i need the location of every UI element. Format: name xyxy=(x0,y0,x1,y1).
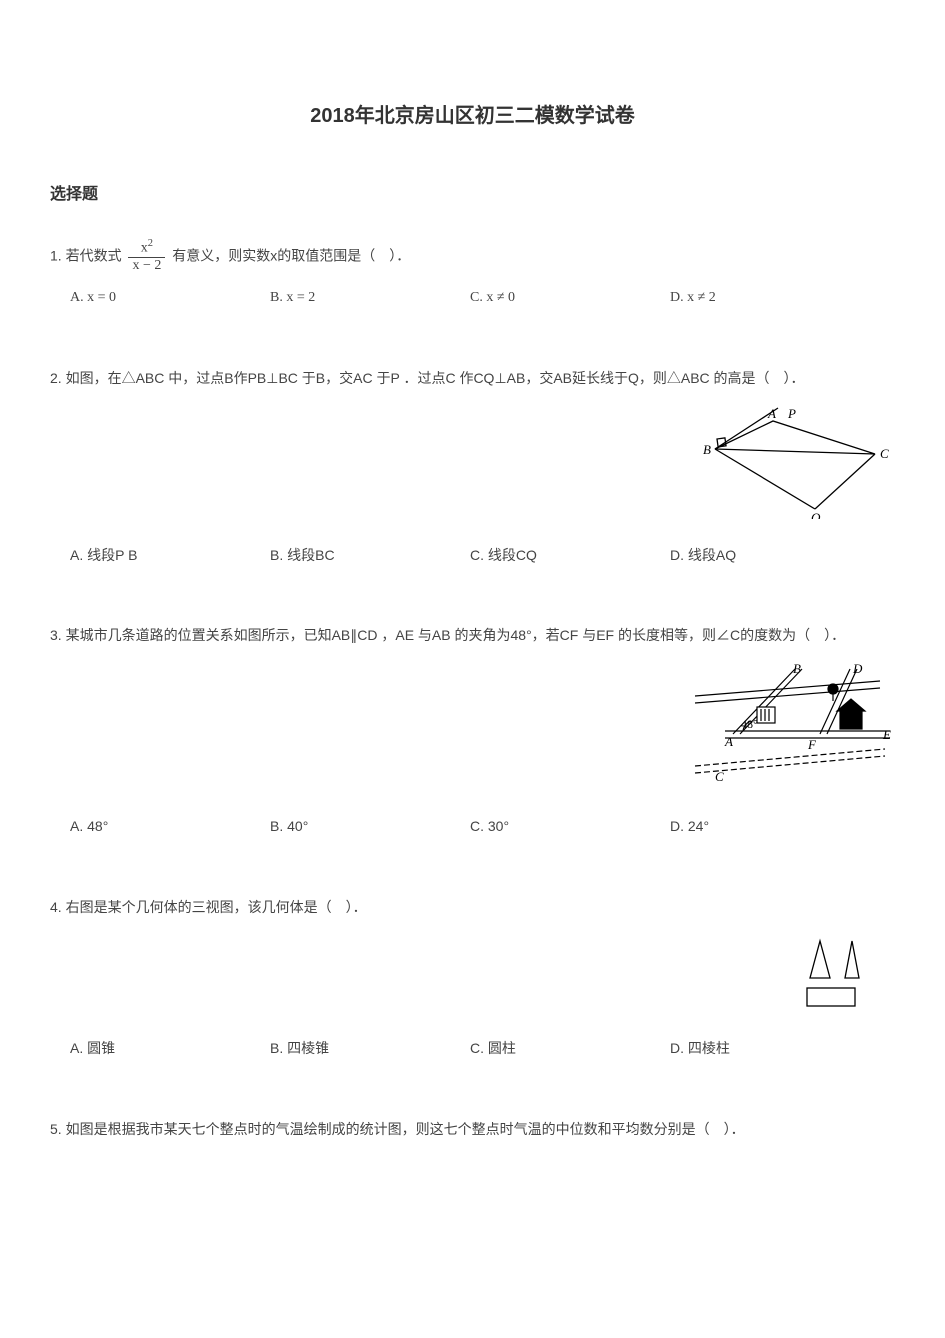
q1-options: A. x = 0 B. x = 2 C. x ≠ 0 D. x ≠ 2 xyxy=(50,287,895,309)
q4-optD: D. 四棱柱 xyxy=(650,1037,850,1059)
q2-optD: D. 线段AQ xyxy=(650,544,850,566)
q5-body: 如图是根据我市某天七个整点时的气温绘制成的统计图，则这七个整点时气温的中位数和平… xyxy=(66,1121,745,1137)
exam-title: 2018年北京房山区初三二模数学试卷 xyxy=(50,100,895,132)
label-B: B xyxy=(703,442,711,457)
q4-body: 右图是某个几何体的三视图，该几何体是（ ）． xyxy=(66,899,367,915)
q2-body: 如图，在△ABC 中，过点B作PB⊥BC 于B，交AC 于P ．过点C 作CQ⊥… xyxy=(66,370,805,386)
label-D: D xyxy=(852,661,863,676)
q2-options: A. 线段P B B. 线段BC C. 线段CQ D. 线段AQ xyxy=(50,544,895,566)
q1-fraction: x2 x − 2 xyxy=(128,238,165,275)
q3-options: A. 48° B. 40° C. 30° D. 24° xyxy=(50,815,895,837)
q5-number: 5. xyxy=(50,1121,62,1137)
q2-figure: A P B C Q xyxy=(695,404,895,525)
q2-optA: A. 线段P B xyxy=(50,544,250,566)
question-3: 3. 某城市几条道路的位置关系如图所示，已知AB∥CD ，AE 与AB 的夹角为… xyxy=(50,621,895,838)
q1-post: 有意义，则实数x的取值范围是（ ）． xyxy=(172,247,410,263)
q4-options: A. 圆锥 B. 四棱锥 C. 圆柱 D. 四棱柱 xyxy=(50,1037,895,1059)
q3-optA: A. 48° xyxy=(50,815,250,837)
label-B: B xyxy=(793,661,801,676)
q2-optC: C. 线段CQ xyxy=(450,544,650,566)
q3-optD: D. 24° xyxy=(650,815,850,837)
question-5: 5. 如图是根据我市某天七个整点时的气温绘制成的统计图，则这七个整点时气温的中位… xyxy=(50,1115,895,1143)
q4-text: 4. 右图是某个几何体的三视图，该几何体是（ ）． xyxy=(50,893,895,921)
q4-number: 4. xyxy=(50,899,62,915)
q1-optB: B. x = 2 xyxy=(250,287,450,309)
label-Q: Q xyxy=(811,510,821,519)
q2-text: 2. 如图，在△ABC 中，过点B作PB⊥BC 于B，交AC 于P ．过点C 作… xyxy=(50,364,895,392)
label-F: F xyxy=(807,737,817,752)
label-C: C xyxy=(880,446,889,461)
frac-den: x − 2 xyxy=(128,258,165,275)
q2-number: 2. xyxy=(50,370,62,386)
q1-pre: 若代数式 xyxy=(66,247,122,263)
q4-optB: B. 四棱锥 xyxy=(250,1037,450,1059)
section-heading: 选择题 xyxy=(50,182,895,208)
q3-body: 某城市几条道路的位置关系如图所示，已知AB∥CD ，AE 与AB 的夹角为48°… xyxy=(66,627,846,643)
label-A: A xyxy=(724,734,733,749)
q1-text: 1. 若代数式 x2 x − 2 有意义，则实数x的取值范围是（ ）． xyxy=(50,238,895,275)
q4-figure xyxy=(785,933,895,1019)
q3-text: 3. 某城市几条道路的位置关系如图所示，已知AB∥CD ，AE 与AB 的夹角为… xyxy=(50,621,895,649)
question-1: 1. 若代数式 x2 x − 2 有意义，则实数x的取值范围是（ ）． A. x… xyxy=(50,238,895,310)
question-4: 4. 右图是某个几何体的三视图，该几何体是（ ）． A. 圆锥 B. 四棱锥 C… xyxy=(50,893,895,1060)
frac-sup: 2 xyxy=(148,238,153,249)
q3-optB: B. 40° xyxy=(250,815,450,837)
label-E: E xyxy=(882,727,891,742)
q1-optD: D. x ≠ 2 xyxy=(650,287,850,309)
q1-number: 1. xyxy=(50,247,62,263)
q1-optA: A. x = 0 xyxy=(50,287,250,309)
label-P: P xyxy=(787,406,796,421)
q2-optB: B. 线段BC xyxy=(250,544,450,566)
question-2: 2. 如图，在△ABC 中，过点B作PB⊥BC 于B，交AC 于P ．过点C 作… xyxy=(50,364,895,566)
frac-num: x xyxy=(141,240,148,255)
label-C: C xyxy=(715,769,724,784)
q1-optC: C. x ≠ 0 xyxy=(450,287,650,309)
q4-optC: C. 圆柱 xyxy=(450,1037,650,1059)
q4-optA: A. 圆锥 xyxy=(50,1037,250,1059)
label-angle: 48° xyxy=(741,717,758,731)
q3-figure: A B C D E F 48° xyxy=(685,661,895,797)
label-A: A xyxy=(767,406,776,421)
q5-text: 5. 如图是根据我市某天七个整点时的气温绘制成的统计图，则这七个整点时气温的中位… xyxy=(50,1115,895,1143)
q3-number: 3. xyxy=(50,627,62,643)
q3-optC: C. 30° xyxy=(450,815,650,837)
